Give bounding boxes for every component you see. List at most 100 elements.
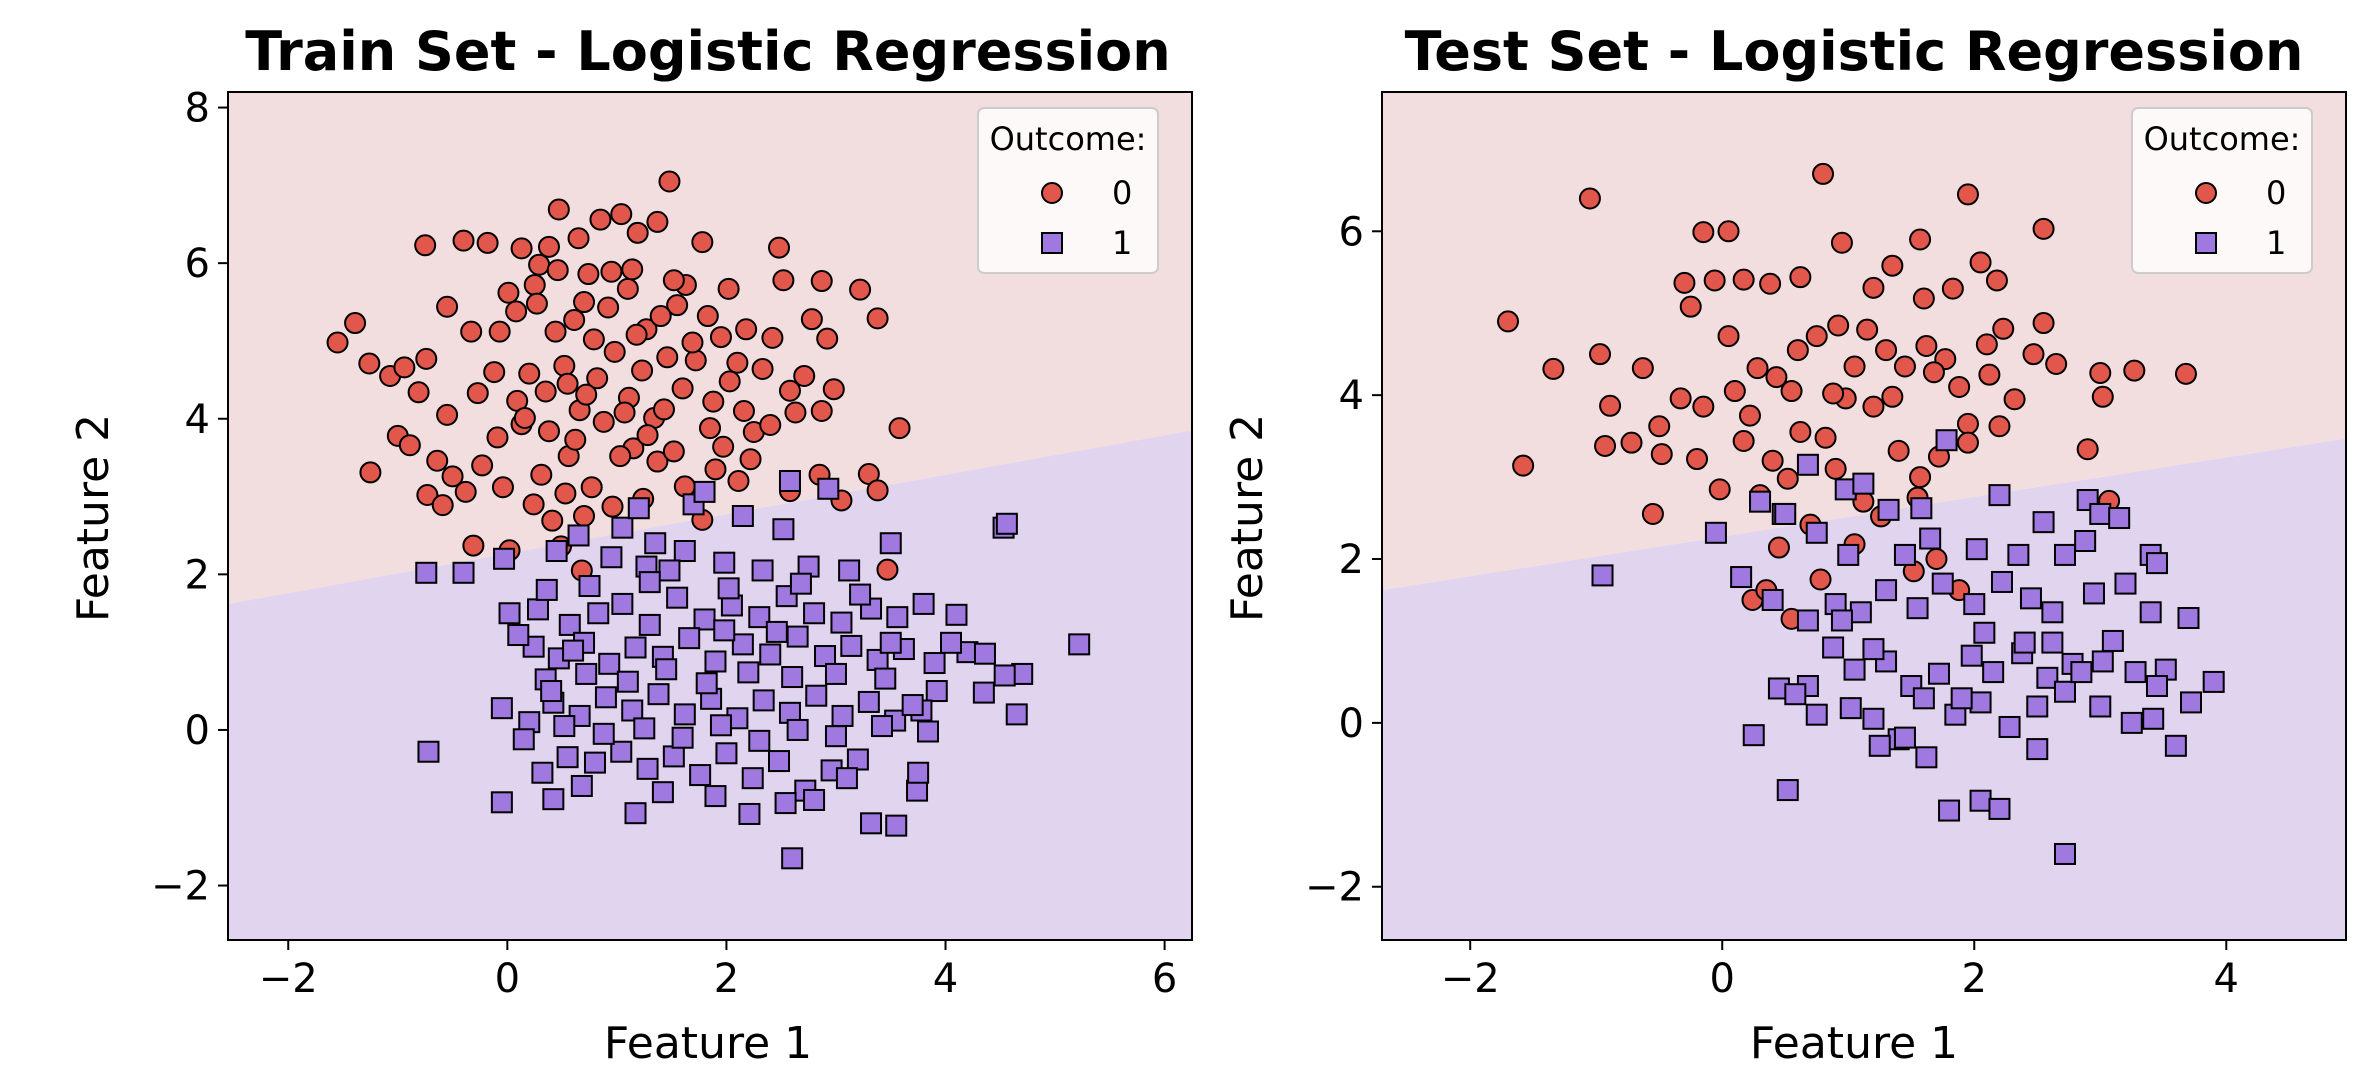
train-point-class-0 (534, 380, 557, 403)
test-point-class-1 (2053, 680, 2076, 703)
train-point-class-1 (594, 686, 617, 709)
train-point-class-0 (415, 347, 438, 370)
test-point-class-0 (1594, 434, 1617, 457)
train-point-class-0 (718, 370, 741, 393)
train-point-class-0 (537, 235, 560, 258)
train-point-class-0 (510, 237, 533, 260)
test-point-class-0 (1809, 568, 1832, 591)
train-point-class-1 (592, 722, 615, 745)
train-point-class-1 (741, 767, 764, 790)
test-point-class-0 (1881, 385, 1904, 408)
train-legend-marker-1 (1041, 232, 1063, 254)
train-point-class-1 (857, 690, 880, 713)
train-point-class-1 (621, 699, 644, 722)
test-point-class-1 (2026, 738, 2049, 761)
train-point-class-1 (781, 666, 804, 689)
test-point-class-0 (1780, 380, 1803, 403)
test-point-class-0 (1669, 387, 1692, 410)
train-point-class-1 (715, 742, 738, 765)
train-point-class-0 (772, 269, 795, 292)
test-point-class-0 (1497, 310, 1520, 333)
test-point-class-0 (1732, 430, 1755, 453)
train-point-class-0 (556, 372, 579, 395)
train-point-class-1 (553, 715, 576, 738)
train-point-class-1 (611, 516, 634, 539)
test-point-class-1 (1868, 734, 1891, 757)
train-point-class-0 (441, 465, 464, 488)
test-point-class-0 (1875, 339, 1898, 362)
test-point-class-0 (1746, 357, 1769, 380)
test-legend-label-1: 1 (2266, 224, 2286, 262)
train-point-class-0 (822, 378, 845, 401)
test-region-0 (1382, 92, 2346, 591)
train-point-class-0 (530, 463, 553, 486)
train-point-class-0 (483, 361, 506, 384)
train-point-class-1 (972, 681, 995, 704)
test-point-class-1 (2139, 601, 2162, 624)
test-point-class-0 (2032, 312, 2055, 335)
test-ytick-label: 2 (1339, 537, 1364, 583)
test-point-class-1 (1969, 691, 1992, 714)
test-point-class-1 (1893, 543, 1916, 566)
test-point-class-1 (2124, 661, 2147, 684)
train-point-class-0 (393, 356, 416, 379)
test-point-class-1 (2074, 529, 2097, 552)
train-point-class-0 (649, 305, 672, 328)
train-point-class-0 (671, 377, 694, 400)
train-point-class-0 (431, 494, 454, 517)
train-point-class-1 (923, 652, 946, 675)
test-point-class-0 (1776, 467, 1799, 490)
train-point-class-0 (625, 323, 648, 346)
train-point-class-0 (702, 390, 725, 413)
train-point-class-1 (765, 620, 788, 643)
train-point-class-0 (784, 401, 807, 424)
train-point-class-0 (656, 346, 679, 369)
train-title: Train Set - Logistic Regression (245, 20, 1170, 83)
test-point-class-0 (1738, 404, 1761, 427)
test-point-class-1 (2019, 587, 2042, 610)
train-point-class-1 (830, 611, 853, 634)
train-point-class-0 (609, 445, 632, 468)
test-point-class-1 (1935, 429, 1958, 452)
train-point-class-0 (610, 203, 633, 226)
test-point-class-0 (1824, 457, 1847, 480)
train-point-class-1 (752, 689, 775, 712)
train-point-class-1 (846, 748, 869, 771)
train-point-class-0 (810, 399, 833, 422)
train-point-class-1 (493, 547, 516, 570)
test-point-class-0 (1992, 317, 2015, 340)
train-point-class-0 (358, 352, 381, 375)
test-point-class-0 (1641, 502, 1664, 525)
test-point-class-1 (2070, 661, 2093, 684)
test-point-class-0 (1578, 187, 1601, 210)
train-ytick-label: 4 (185, 397, 210, 443)
test-point-class-1 (2032, 511, 2055, 534)
train-point-class-1 (578, 575, 601, 598)
test-point-class-1 (2142, 707, 2165, 730)
test-point-class-0 (1909, 466, 1932, 489)
train-point-class-0 (513, 406, 536, 429)
train-axes: −2 0 2 4 6 −2 0 2 4 6 8 (151, 86, 1193, 1002)
test-point-class-0 (1969, 251, 1992, 274)
test-point-class-1 (1862, 707, 1885, 730)
train-point-class-1 (689, 764, 712, 787)
test-point-class-0 (1956, 431, 1979, 454)
test-point-class-1 (2082, 582, 2105, 605)
train-point-class-1 (575, 662, 598, 685)
test-point-class-0 (1985, 269, 2008, 292)
train-point-class-0 (436, 403, 459, 426)
test-point-class-0 (2076, 438, 2099, 461)
test-point-class-1 (1843, 658, 1866, 681)
train-point-class-1 (831, 704, 854, 727)
train-point-class-0 (616, 277, 639, 300)
train-point-class-0 (816, 327, 839, 350)
train-point-class-0 (476, 231, 499, 254)
test-point-class-1 (1965, 538, 1988, 561)
train-point-class-1 (651, 781, 674, 804)
test-point-class-0 (1925, 548, 1948, 571)
train-point-class-0 (601, 495, 624, 518)
test-point-class-0 (1956, 412, 1979, 435)
train-point-class-1 (616, 670, 639, 693)
test-point-class-1 (2041, 601, 2064, 624)
test-ytick-label: −2 (1305, 865, 1364, 911)
